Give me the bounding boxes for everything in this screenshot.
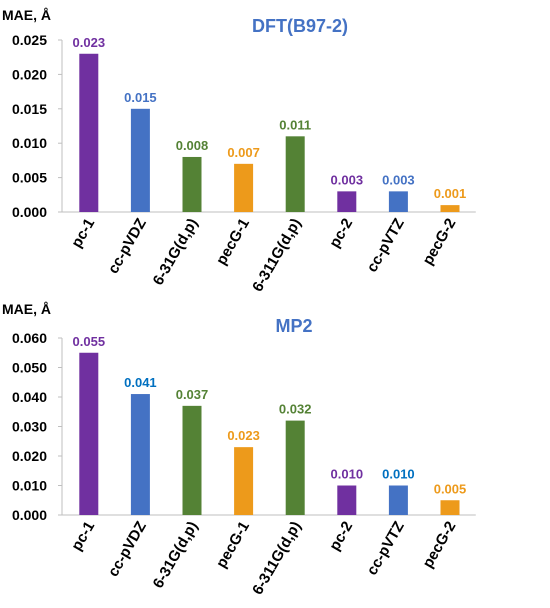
bar-pecG-2	[440, 205, 460, 212]
x-tick-label: 6-311G(d,p)	[249, 518, 305, 597]
chart-dft-b97-2: DFT(B97-2) MAE, Å 0.000 0.005 0.010 0.015 0.…	[2, 7, 476, 295]
data-label: 0.032	[279, 402, 312, 417]
x-tick-label: cc-pVTZ	[364, 216, 408, 276]
bar-pc-2	[337, 191, 357, 212]
y-tick-label: 0.060	[12, 330, 47, 346]
bar-cc-pVTZ	[388, 191, 408, 212]
data-label: 0.003	[382, 172, 415, 187]
x-tick-label: pecG-2	[419, 519, 459, 572]
y-tick-label: 0.000	[12, 204, 47, 220]
bar-cc-pVTZ	[388, 485, 408, 515]
chart-title: MP2	[275, 316, 312, 336]
x-tick-label: cc-pVDZ	[105, 519, 150, 580]
data-label: 0.010	[382, 467, 415, 482]
x-tick-label: pc-2	[326, 216, 356, 251]
data-label: 0.037	[176, 387, 209, 402]
data-label: 0.055	[73, 334, 106, 349]
bar-pecG-1	[234, 447, 254, 515]
bar-cc-pVDZ	[130, 108, 150, 212]
x-tick-label: 6-311G(d,p)	[249, 215, 305, 294]
y-tick-label: 0.025	[12, 32, 47, 48]
bar-6-311G(d,p)	[285, 420, 305, 515]
chart-title: DFT(B97-2)	[252, 16, 348, 36]
bar-pc-1	[79, 53, 99, 213]
bar-pc-2	[337, 485, 357, 515]
bar-6-311G(d,p)	[285, 136, 305, 212]
data-label: 0.007	[227, 145, 260, 160]
y-tick-label: 0.050	[12, 360, 47, 376]
y-tick-label: 0.030	[12, 419, 47, 435]
y-tick-label: 0.015	[12, 101, 47, 117]
y-axis-label: MAE, Å	[2, 301, 51, 317]
bar-6-31G(d,p)	[182, 405, 202, 515]
data-label: 0.023	[73, 35, 106, 50]
y-tick-label: 0.005	[12, 170, 47, 186]
bar-pecG-2	[440, 500, 460, 515]
y-tick-label: 0.010	[12, 478, 47, 494]
data-label: 0.041	[124, 375, 157, 390]
y-tick-label: 0.020	[12, 66, 47, 82]
x-tick-label: cc-pVTZ	[364, 519, 408, 579]
data-label: 0.001	[434, 186, 467, 201]
x-tick-label: pecG-2	[419, 216, 459, 269]
y-axis-label: MAE, Å	[2, 7, 51, 23]
bar-pecG-1	[234, 163, 254, 212]
chart-mp2: MP2 MAE, Å 0.000 0.010 0.020 0.030 0.040 0.05…	[2, 301, 476, 598]
data-label: 0.015	[124, 90, 157, 105]
data-label: 0.011	[279, 117, 311, 132]
y-tick-label: 0.020	[12, 448, 47, 464]
x-tick-label: pc-1	[68, 519, 98, 554]
y-tick-label: 0.000	[12, 507, 47, 523]
data-label: 0.008	[176, 138, 209, 153]
bar-6-31G(d,p)	[182, 156, 202, 212]
x-tick-label: 6-31G(d,p)	[150, 216, 202, 289]
x-tick-label: pecG-1	[213, 216, 253, 269]
bar-cc-pVDZ	[130, 394, 150, 515]
x-tick-label: pecG-1	[213, 519, 253, 572]
x-tick-label: 6-31G(d,p)	[150, 519, 202, 592]
y-tick-label: 0.040	[12, 389, 47, 405]
data-label: 0.010	[331, 467, 364, 482]
data-label: 0.023	[227, 428, 260, 443]
x-tick-label: cc-pVDZ	[105, 216, 150, 277]
x-tick-label: pc-1	[68, 216, 98, 251]
data-label: 0.005	[434, 481, 467, 496]
x-tick-label: pc-2	[326, 519, 356, 554]
data-label: 0.003	[331, 172, 364, 187]
bar-pc-1	[79, 352, 99, 515]
y-tick-label: 0.010	[12, 135, 47, 151]
